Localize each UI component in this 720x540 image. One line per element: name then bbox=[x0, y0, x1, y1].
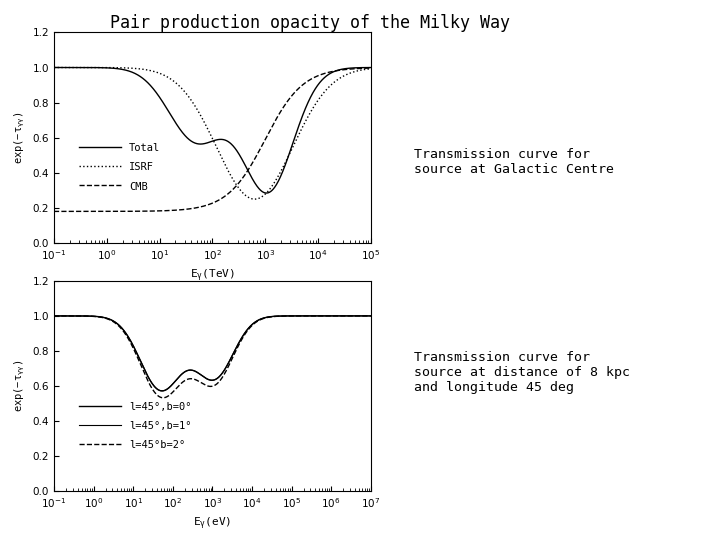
Y-axis label: $\mathregular{exp(-\tau_{\gamma\gamma})}$: $\mathregular{exp(-\tau_{\gamma\gamma})}… bbox=[12, 360, 27, 413]
Legend: Total, ISRF, CMB: Total, ISRF, CMB bbox=[75, 138, 165, 195]
Text: Transmission curve for
source at distance of 8 kpc
and longitude 45 deg: Transmission curve for source at distanc… bbox=[414, 351, 630, 394]
Legend: l=45°,b=0°, l=45°,b=1°, l=45°b=2°: l=45°,b=0°, l=45°,b=1°, l=45°b=2° bbox=[75, 397, 196, 455]
Y-axis label: $\mathregular{exp(-\tau_{\gamma\gamma})}$: $\mathregular{exp(-\tau_{\gamma\gamma})}… bbox=[12, 111, 27, 164]
X-axis label: $\mathregular{E_\gamma( eV)}$: $\mathregular{E_\gamma( eV)}$ bbox=[193, 516, 232, 532]
Text: Pair production opacity of the Milky Way: Pair production opacity of the Milky Way bbox=[109, 14, 510, 31]
Text: Transmission curve for
source at Galactic Centre: Transmission curve for source at Galacti… bbox=[414, 148, 614, 176]
X-axis label: $\mathregular{E_\gamma(TeV)}$: $\mathregular{E_\gamma(TeV)}$ bbox=[190, 267, 235, 284]
